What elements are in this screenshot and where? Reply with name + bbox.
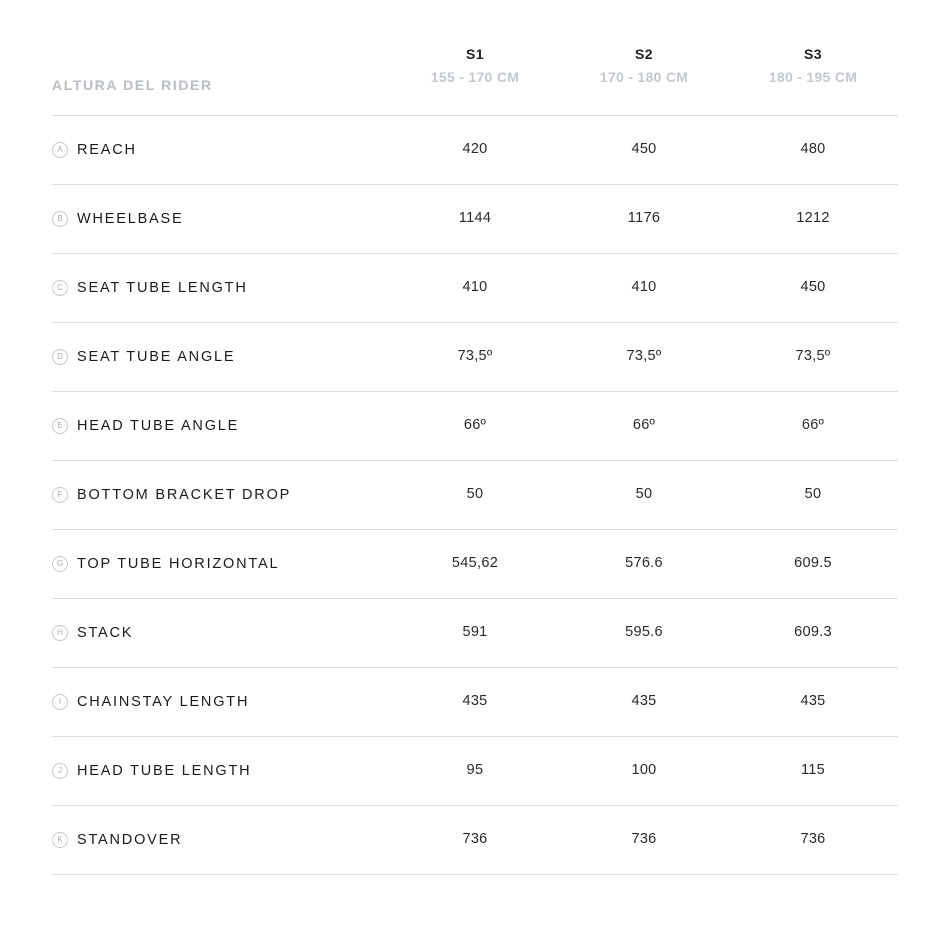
table-row: F BOTTOM BRACKET DROP 50 50 50 [52,461,898,530]
measurement-value: 450 [800,279,826,295]
measurement-value: 435 [800,693,826,709]
size-column-s3: S3 180 - 195 CM [728,46,898,85]
table-header: ALTURA DEL RIDER S1 155 - 170 CM S2 170 … [52,0,898,116]
table-row: H STACK 591 595.6 609.3 [52,599,898,668]
rider-height-label: ALTURA DEL RIDER [52,77,213,93]
measurement-value: 1144 [458,210,492,226]
measurement-value: 66º [801,417,825,433]
letter-badge-icon: E [52,418,68,434]
measurement-value: 420 [462,141,488,157]
letter-badge-icon: I [52,694,68,710]
measurement-value: 591 [462,624,488,640]
letter-badge-icon: F [52,487,68,503]
size-range: 180 - 195 CM [768,69,858,85]
measurement-value: 410 [631,279,657,295]
measurement-value: 545,62 [451,555,499,571]
measurement-value: 1212 [796,210,830,226]
measurement-value: 450 [631,141,657,157]
measurement-label: HEAD TUBE ANGLE [77,418,240,434]
measurement-label: STANDOVER [77,832,183,848]
measurement-value: 736 [631,831,657,847]
letter-badge-icon: C [52,280,68,296]
measurement-label: SEAT TUBE ANGLE [77,349,236,365]
table-row: B WHEELBASE 1144 1176 1212 [52,185,898,254]
measurement-value: 435 [631,693,657,709]
table-body: A REACH 420 450 480 B WHEELBASE 1144 1176 1212 C… [52,116,898,875]
measurement-value: 73,5º [626,348,662,364]
measurement-value: 1176 [627,210,661,226]
measurement-value: 95 [466,762,484,778]
size-range: 170 - 180 CM [599,69,689,85]
measurement-value: 66º [463,417,487,433]
size-name: S1 [465,46,485,62]
table-row: G TOP TUBE HORIZONTAL 545,62 576.6 609.5 [52,530,898,599]
size-column-s1: S1 155 - 170 CM [390,46,560,85]
measurement-value: 435 [462,693,488,709]
measurement-value: 115 [800,762,826,778]
measurement-value: 73,5º [457,348,493,364]
letter-badge-icon: D [52,349,68,365]
letter-badge-icon: J [52,763,68,779]
measurement-value: 609.5 [794,555,832,571]
table-row: E HEAD TUBE ANGLE 66º 66º 66º [52,392,898,461]
table-row: J HEAD TUBE LENGTH 95 100 115 [52,737,898,806]
measurement-value: 609.3 [794,624,832,640]
table-row: D SEAT TUBE ANGLE 73,5º 73,5º 73,5º [52,323,898,392]
measurement-label: BOTTOM BRACKET DROP [77,487,292,503]
measurement-value: 73,5º [795,348,831,364]
measurement-value: 50 [804,486,822,502]
measurement-label: TOP TUBE HORIZONTAL [77,556,280,572]
measurement-value: 66º [632,417,656,433]
measurement-value: 736 [800,831,826,847]
letter-badge-icon: H [52,625,68,641]
letter-badge-icon: A [52,142,68,158]
measurement-value: 736 [462,831,488,847]
letter-badge-icon: G [52,556,68,572]
size-name: S2 [634,46,654,62]
measurement-label: WHEELBASE [77,211,184,227]
measurement-value: 50 [466,486,484,502]
table-row: I CHAINSTAY LENGTH 435 435 435 [52,668,898,737]
measurement-label: HEAD TUBE LENGTH [77,763,252,779]
table-row: A REACH 420 450 480 [52,116,898,185]
table-row: C SEAT TUBE LENGTH 410 410 450 [52,254,898,323]
measurement-label: CHAINSTAY LENGTH [77,694,250,710]
geometry-table: ALTURA DEL RIDER S1 155 - 170 CM S2 170 … [52,0,898,875]
size-name: S3 [803,46,823,62]
measurement-label: REACH [77,142,137,158]
letter-badge-icon: K [52,832,68,848]
measurement-label: STACK [77,625,134,641]
size-range: 155 - 170 CM [430,69,520,85]
measurement-label: SEAT TUBE LENGTH [77,280,248,296]
measurement-value: 480 [800,141,826,157]
measurement-value: 100 [631,762,657,778]
size-column-s2: S2 170 - 180 CM [559,46,729,85]
letter-badge-icon: B [52,211,68,227]
measurement-value: 595.6 [625,624,663,640]
measurement-value: 410 [462,279,488,295]
table-row: K STANDOVER 736 736 736 [52,806,898,875]
measurement-value: 50 [635,486,653,502]
measurement-value: 576.6 [625,555,663,571]
